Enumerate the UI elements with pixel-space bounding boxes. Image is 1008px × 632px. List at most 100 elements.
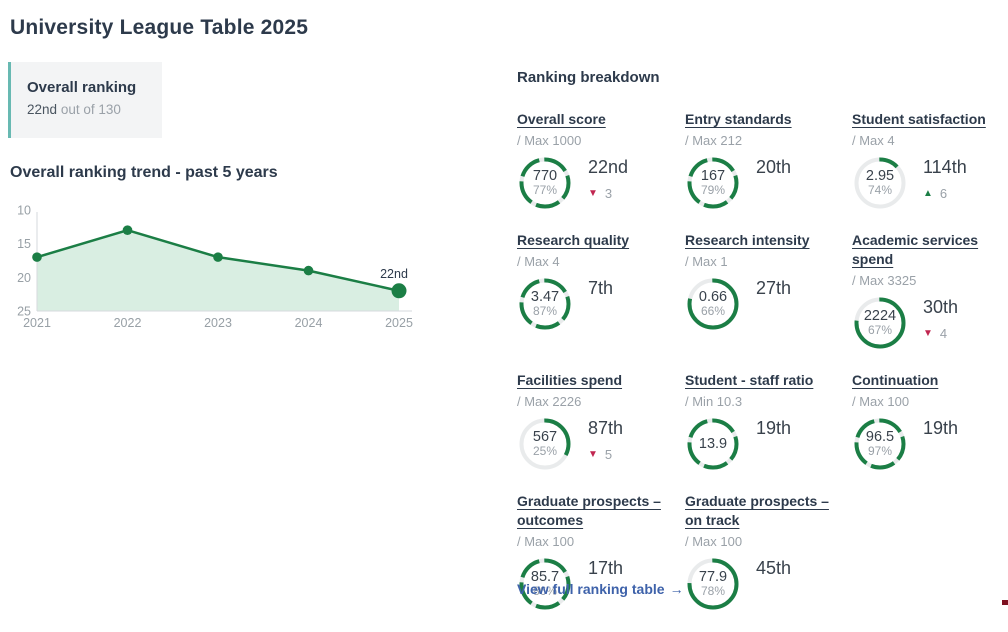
metric-percent: 86%: [532, 584, 558, 599]
change-amount: 3: [604, 186, 613, 201]
triangle-down-icon: ▼: [588, 188, 598, 199]
metric-value: 3.47: [530, 289, 560, 306]
trend-point: [122, 225, 133, 235]
metric-card: Entry standards / Max 212 167 79% 20th: [685, 110, 852, 211]
metric-max-label: / Min 10.3: [685, 394, 743, 409]
metric-rank-change: ▲ 6: [923, 186, 967, 201]
metric-gauge: 77.9 78%: [685, 556, 741, 612]
metric-gauge: 2224 67%: [852, 295, 908, 351]
trend-point: [303, 265, 314, 276]
metric-max-label: / Max 3325: [852, 273, 917, 288]
change-amount: 6: [939, 186, 948, 201]
y-tick-label: 10: [17, 205, 31, 218]
metric-card: Academic services spend / Max 3325 2224 67%…: [852, 231, 1008, 351]
metric-value: 13.9: [698, 435, 728, 452]
y-tick-label: 20: [17, 271, 31, 285]
triangle-up-icon: ▲: [923, 188, 933, 199]
metric-rank: 27th: [756, 278, 792, 298]
metric-title-link[interactable]: Overall score: [517, 111, 606, 127]
metric-rank: 19th: [923, 418, 959, 438]
metric-title-link[interactable]: Student satisfaction: [852, 111, 986, 127]
overall-ranking-label: Overall ranking: [27, 79, 137, 96]
university-profile-page: University League Table 2025 Overall ran…: [8, 16, 1008, 610]
metric-percent: 66%: [700, 304, 726, 319]
metric-value: 96.5: [865, 429, 895, 446]
metric-title-link[interactable]: Entry standards: [685, 111, 792, 127]
metric-value: 567: [532, 429, 558, 446]
x-tick-label: 2022: [114, 316, 142, 330]
metric-rank: 87th: [588, 418, 624, 438]
metric-max-label: / Max 100: [685, 534, 743, 549]
metric-max-label: / Max 100: [517, 534, 575, 549]
metric-gauge: 3.47 87%: [517, 276, 573, 332]
metric-title-link[interactable]: Continuation: [852, 372, 939, 388]
page-title: University League Table 2025: [10, 16, 309, 39]
metric-percent: 25%: [532, 444, 558, 459]
ranking-breakdown-heading: Ranking breakdown: [517, 69, 660, 86]
metrics-grid: Overall score / Max 1000 770 77% 22nd ▼ 3 Entry…: [517, 110, 1008, 632]
metric-card: Facilities spend / Max 2226 567 25% 87th ▼ 5: [517, 371, 685, 472]
metric-max-label: / Max 100: [852, 394, 910, 409]
metric-rank: 7th: [588, 278, 614, 298]
metric-gauge: 0.66 66%: [685, 276, 741, 332]
metric-value: 770: [532, 168, 558, 185]
last-point-label: 22nd: [380, 267, 408, 281]
metric-gauge: 567 25%: [517, 416, 573, 472]
metric-gauge: 13.9: [685, 416, 741, 472]
x-tick-label: 2025: [385, 316, 413, 330]
metric-title-link[interactable]: Graduate prospects – on track: [685, 493, 829, 528]
metric-rank: 22nd: [588, 157, 629, 177]
metric-card: Graduate prospects – on track / Max 100 77…: [685, 492, 852, 612]
metric-rank: 30th: [923, 297, 959, 317]
metric-percent: 77%: [532, 183, 558, 198]
metric-card: Graduate prospects – outcomes / Max 100 85…: [517, 492, 685, 612]
metric-rank: 45th: [756, 558, 792, 578]
metric-title-link[interactable]: Research intensity: [685, 232, 810, 248]
metric-title-link[interactable]: Graduate prospects – outcomes: [517, 493, 661, 528]
metric-rank-change: ▼ 3: [588, 186, 628, 201]
metric-rank-change: ▼ 4: [923, 326, 958, 341]
metric-title-link[interactable]: Research quality: [517, 232, 630, 248]
metric-percent: 78%: [700, 584, 726, 599]
view-full-ranking-label: View full ranking table: [517, 581, 665, 597]
trend-chart-title: Overall ranking trend - past 5 years: [10, 164, 278, 181]
overall-rank-suffix: out of 130: [60, 102, 121, 117]
metric-max-label: / Max 4: [852, 133, 895, 148]
metric-title-link[interactable]: Academic services spend: [852, 232, 979, 267]
trend-point: [391, 283, 407, 299]
y-tick-label: 25: [17, 305, 31, 319]
change-amount: 5: [604, 447, 613, 462]
metric-percent: 87%: [532, 304, 558, 319]
triangle-down-icon: ▼: [923, 328, 933, 339]
change-amount: 4: [939, 326, 948, 341]
triangle-down-icon: ▼: [588, 449, 598, 460]
metric-title-link[interactable]: Facilities spend: [517, 372, 623, 388]
metric-percent: 74%: [867, 183, 893, 198]
metric-max-label: / Max 2226: [517, 394, 582, 409]
metric-max-label: / Max 4: [517, 254, 560, 269]
view-full-ranking-link[interactable]: View full ranking table →: [517, 581, 684, 597]
arrow-right-icon: →: [669, 581, 684, 597]
metric-card: Continuation / Max 100 96.5 97% 19th: [852, 371, 1008, 472]
metric-card: Overall score / Max 1000 770 77% 22nd ▼ 3: [517, 110, 685, 211]
y-tick-label: 15: [17, 237, 31, 251]
metric-rank: 19th: [756, 418, 792, 438]
metric-gauge: 2.95 74%: [852, 155, 908, 211]
metric-max-label: / Max 212: [685, 133, 743, 148]
metric-value: 85.7: [530, 569, 560, 586]
overall-ranking-card: Overall ranking 22nd out of 130: [8, 62, 162, 138]
metric-rank: 20th: [756, 157, 792, 177]
metric-value: 0.66: [698, 289, 728, 306]
metric-gauge: 167 79%: [685, 155, 741, 211]
metric-card: Student - staff ratio / Min 10.3 13.9 19th: [685, 371, 852, 472]
metric-gauge: 96.5 97%: [852, 416, 908, 472]
x-tick-label: 2023: [204, 316, 232, 330]
metric-value: 77.9: [698, 569, 728, 586]
trend-area: [37, 230, 399, 311]
x-tick-label: 2021: [23, 316, 51, 330]
metric-card: Research quality / Max 4 3.47 87% 7th: [517, 231, 685, 351]
metric-value: 167: [700, 168, 726, 185]
metric-max-label: / Max 1: [685, 254, 728, 269]
metric-rank-change: ▼ 5: [588, 447, 623, 462]
metric-title-link[interactable]: Student - staff ratio: [685, 372, 814, 388]
